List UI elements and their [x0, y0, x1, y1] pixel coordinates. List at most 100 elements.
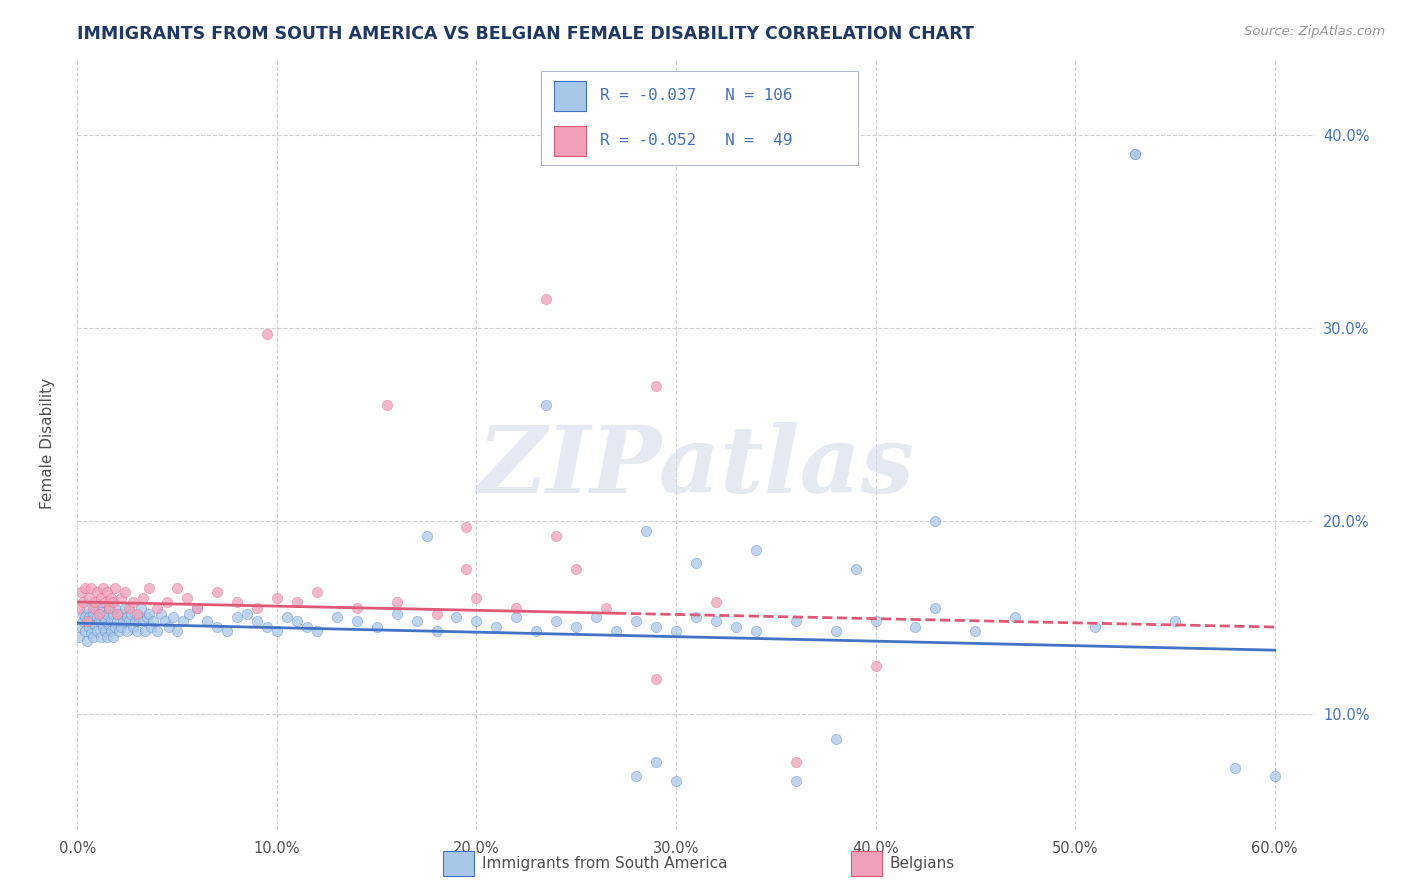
Point [226, 610, 249, 624]
Point [845, 562, 868, 576]
Point [110, 591, 132, 605]
Point [585, 610, 607, 624]
Text: Source: ZipAtlas.com: Source: ZipAtlas.com [1244, 25, 1385, 38]
Point [80, 582, 103, 596]
Point [924, 600, 946, 615]
Point [103, 607, 125, 621]
Point [704, 614, 727, 628]
Point [305, 585, 328, 599]
Point [285, 614, 308, 628]
Point [824, 624, 846, 638]
Point [375, 398, 398, 412]
Point [1004, 610, 1026, 624]
Point [456, 562, 478, 576]
Point [75, 624, 97, 638]
Point [91, 620, 114, 634]
Point [465, 591, 488, 605]
Point [536, 292, 558, 306]
Point [138, 582, 160, 596]
Point [91, 610, 114, 624]
Point [685, 557, 707, 571]
Point [1164, 614, 1187, 628]
Point [624, 768, 647, 782]
Point [127, 624, 149, 638]
Point [72, 595, 94, 609]
Point [98, 600, 121, 615]
Point [153, 614, 176, 628]
Point [266, 624, 288, 638]
Point [305, 624, 328, 638]
Point [115, 610, 138, 624]
Point [103, 630, 125, 644]
Point [132, 614, 155, 628]
Point [246, 600, 269, 615]
Point [565, 620, 588, 634]
Point [104, 582, 127, 596]
Point [122, 595, 145, 609]
Point [266, 591, 288, 605]
Point [166, 582, 188, 596]
Point [485, 620, 508, 634]
Point [704, 595, 727, 609]
Point [156, 595, 179, 609]
Point [146, 624, 169, 638]
Text: Immigrants from South America: Immigrants from South America [482, 856, 728, 871]
Point [100, 591, 122, 605]
Point [785, 774, 807, 789]
Point [76, 600, 98, 615]
Point [256, 326, 278, 341]
Point [114, 585, 136, 599]
Point [120, 607, 142, 621]
Point [425, 607, 447, 621]
Point [67, 630, 90, 644]
Point [166, 624, 188, 638]
Point [79, 610, 101, 624]
Point [89, 614, 111, 628]
Point [79, 591, 101, 605]
Point [785, 614, 807, 628]
Point [456, 519, 478, 533]
Point [465, 614, 488, 628]
Point [67, 600, 90, 615]
Point [1264, 768, 1286, 782]
Point [595, 600, 617, 615]
Point [75, 582, 97, 596]
Point [865, 658, 887, 673]
Point [104, 600, 127, 615]
Point [405, 614, 427, 628]
Point [285, 595, 308, 609]
Point [385, 607, 408, 621]
FancyBboxPatch shape [554, 81, 586, 111]
Point [138, 607, 160, 621]
Point [94, 595, 117, 609]
Point [645, 755, 668, 769]
Point [346, 614, 368, 628]
Point [1123, 147, 1146, 161]
Point [186, 600, 208, 615]
Text: IMMIGRANTS FROM SOUTH AMERICA VS BELGIAN FEMALE DISABILITY CORRELATION CHART: IMMIGRANTS FROM SOUTH AMERICA VS BELGIAN… [77, 25, 974, 43]
Point [824, 731, 846, 746]
Point [89, 607, 111, 621]
Point [104, 620, 127, 634]
Point [505, 610, 527, 624]
Point [96, 607, 118, 621]
Point [90, 591, 112, 605]
Point [546, 614, 568, 628]
Point [82, 630, 104, 644]
Point [1223, 761, 1246, 775]
Point [84, 600, 107, 615]
Point [134, 624, 156, 638]
Point [90, 630, 112, 644]
Point [524, 624, 547, 638]
Point [118, 614, 141, 628]
Point [865, 614, 887, 628]
Point [162, 610, 184, 624]
Point [745, 624, 768, 638]
Point [105, 607, 128, 621]
Point [100, 624, 122, 638]
Point [124, 614, 146, 628]
Point [94, 614, 117, 628]
Point [236, 607, 259, 621]
Point [114, 600, 136, 615]
Point [536, 398, 558, 412]
